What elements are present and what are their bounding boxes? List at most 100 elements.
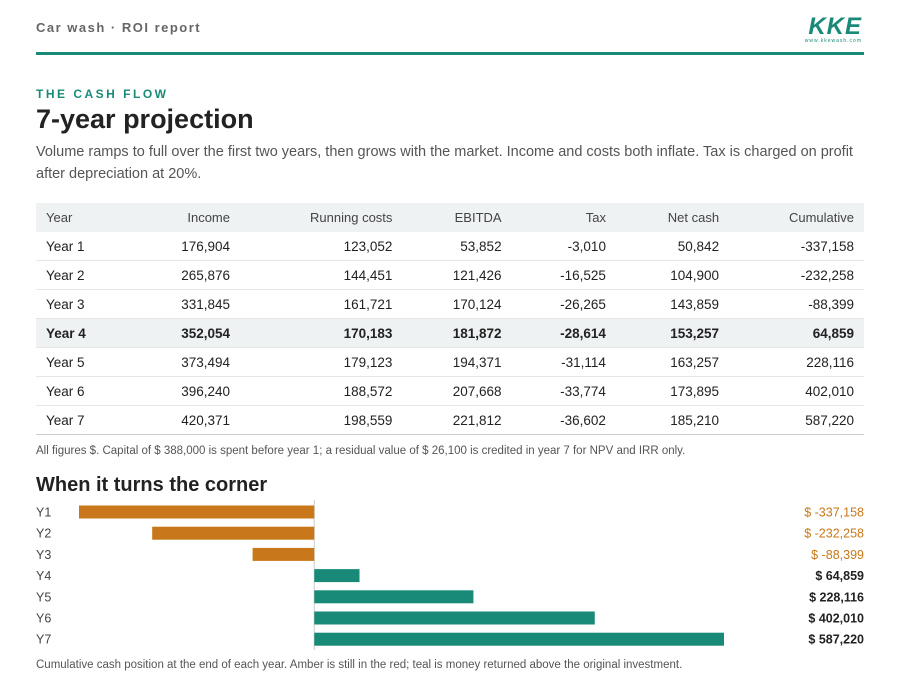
category-label: Y7 [36, 633, 51, 647]
category-label: Y5 [36, 590, 51, 604]
table-cell: 181,872 [402, 318, 512, 348]
table-cell: -26,265 [511, 289, 616, 319]
table-row: Year 7 420,371 198,559 221,812 -36,602 185,21… [36, 405, 864, 435]
table-cell: 194,371 [402, 347, 512, 377]
table-cell: 144,451 [240, 260, 403, 290]
table-cell: -33,774 [511, 376, 616, 406]
table-footnote: All figures $. Capital of $ 388,000 is s… [36, 445, 686, 457]
table-cell: 121,426 [402, 260, 512, 290]
page-title: 7-year projection [36, 104, 254, 134]
value-label: $ -337,158 [804, 506, 864, 520]
table-cell: -16,525 [511, 260, 616, 290]
value-label: $ 228,116 [809, 590, 864, 604]
table-body: Year 1 176,904 123,052 53,852 -3,010 50,842 -3… [36, 232, 864, 435]
table-cell: Year 1 [36, 232, 131, 261]
table-cell: 198,559 [240, 405, 403, 435]
table-cell: 123,052 [240, 232, 403, 261]
category-label: Y4 [36, 569, 51, 583]
value-label: $ 64,859 [815, 569, 864, 583]
column-header: Net cash [615, 203, 730, 232]
table-cell: 64,859 [729, 318, 864, 348]
chart-title: When it turns the corner [36, 474, 268, 496]
report-header: Car wash · ROI report KKE www.kkewash.co… [36, 0, 864, 55]
table-row: Year 5 373,494 179,123 194,371 -31,114 163,25… [36, 347, 864, 377]
logo-text: KKE [808, 13, 862, 40]
table-cell: 143,859 [615, 289, 730, 319]
table-cell: 170,183 [240, 318, 403, 348]
table-cell: Year 2 [36, 260, 131, 290]
table-cell: 188,572 [240, 376, 403, 406]
table-cell: -88,399 [729, 289, 864, 319]
table-header-row: Year Income Running costs EBITDA Tax Net cash… [36, 203, 864, 232]
table-cell: -337,158 [729, 232, 864, 261]
table-cell: 587,220 [729, 405, 864, 435]
table-cell: 173,895 [615, 376, 730, 406]
table-cell: 331,845 [130, 289, 240, 319]
column-header: Tax [511, 203, 616, 232]
table-cell: -232,258 [729, 260, 864, 290]
table-cell: Year 3 [36, 289, 131, 319]
table-cell: 373,494 [130, 347, 240, 377]
table-cell: Year 6 [36, 376, 131, 406]
table-row: Year 6 396,240 188,572 207,668 -33,774 173,89… [36, 376, 864, 406]
table-cell: 402,010 [729, 376, 864, 406]
column-header: Running costs [240, 203, 403, 232]
chart-svg: Y1 $ -337,158 Y2 $ -232,258 Y3 $ -88,399 Y4 $ 6… [36, 500, 864, 650]
table-cell: -3,010 [511, 232, 616, 261]
value-label: $ -88,399 [811, 548, 864, 562]
bar-y3 [252, 547, 315, 561]
report-title: Car wash · ROI report [36, 20, 202, 35]
table-cell: 179,123 [240, 347, 403, 377]
table-row: Year 1 176,904 123,052 53,852 -3,010 50,842 -3… [36, 232, 864, 261]
table-cell: 176,904 [130, 232, 240, 261]
table-row: Year 2 265,876 144,451 121,426 -16,525 104,90… [36, 260, 864, 290]
category-label: Y6 [36, 612, 51, 626]
table-cell: 228,116 [729, 347, 864, 377]
chart-caption: Cumulative cash position at the end of e… [36, 659, 683, 671]
table-cell: 163,257 [615, 347, 730, 377]
section-description: Volume ramps to full over the first two … [36, 144, 853, 182]
bar-y4 [314, 569, 360, 583]
table-cell: 207,668 [402, 376, 512, 406]
table-cell: 53,852 [402, 232, 512, 261]
value-label: $ 402,010 [808, 612, 864, 626]
table-cell: 396,240 [130, 376, 240, 406]
table-cell: 104,900 [615, 260, 730, 290]
table-cell: Year 7 [36, 405, 131, 435]
table-row: Year 4 352,054 170,183 181,872 -28,614 153,25… [36, 318, 864, 348]
logo-subtext: www.kkewash.com [804, 38, 862, 44]
table-cell: 221,812 [402, 405, 512, 435]
table-cell: -31,114 [511, 347, 616, 377]
table-cell: 420,371 [130, 405, 240, 435]
table-cell: -36,602 [511, 405, 616, 435]
table-cell: 185,210 [615, 405, 730, 435]
value-label: $ -232,258 [804, 527, 864, 541]
cash-flow-table: Year Income Running costs EBITDA Tax Net cash… [36, 203, 864, 435]
section-eyebrow: THE CASH FLOW [36, 87, 169, 101]
category-label: Y1 [36, 506, 51, 520]
bar-y5 [314, 590, 474, 604]
bar-y7 [314, 632, 724, 646]
table-cell: Year 4 [36, 318, 131, 348]
bar-y1 [79, 505, 315, 519]
table-cell: Year 5 [36, 347, 131, 377]
table-cell: -28,614 [511, 318, 616, 348]
category-label: Y2 [36, 527, 51, 541]
table-row: Year 3 331,845 161,721 170,124 -26,265 143,85… [36, 289, 864, 319]
column-header: Year [36, 203, 131, 232]
table-cell: 161,721 [240, 289, 403, 319]
column-header: Cumulative [729, 203, 864, 232]
kke-logo: KKE www.kkewash.com [794, 14, 864, 46]
bar-y6 [314, 611, 595, 625]
cumulative-bar-chart: Y1 $ -337,158 Y2 $ -232,258 Y3 $ -88,399 Y4 $ 6… [36, 500, 864, 650]
column-header: EBITDA [402, 203, 512, 232]
value-label: $ 587,220 [808, 633, 864, 647]
bar-y2 [152, 526, 315, 540]
table-cell: 50,842 [615, 232, 730, 261]
table-cell: 352,054 [130, 318, 240, 348]
table-cell: 153,257 [615, 318, 730, 348]
column-header: Income [130, 203, 240, 232]
table-cell: 170,124 [402, 289, 512, 319]
table-cell: 265,876 [130, 260, 240, 290]
category-label: Y3 [36, 548, 51, 562]
